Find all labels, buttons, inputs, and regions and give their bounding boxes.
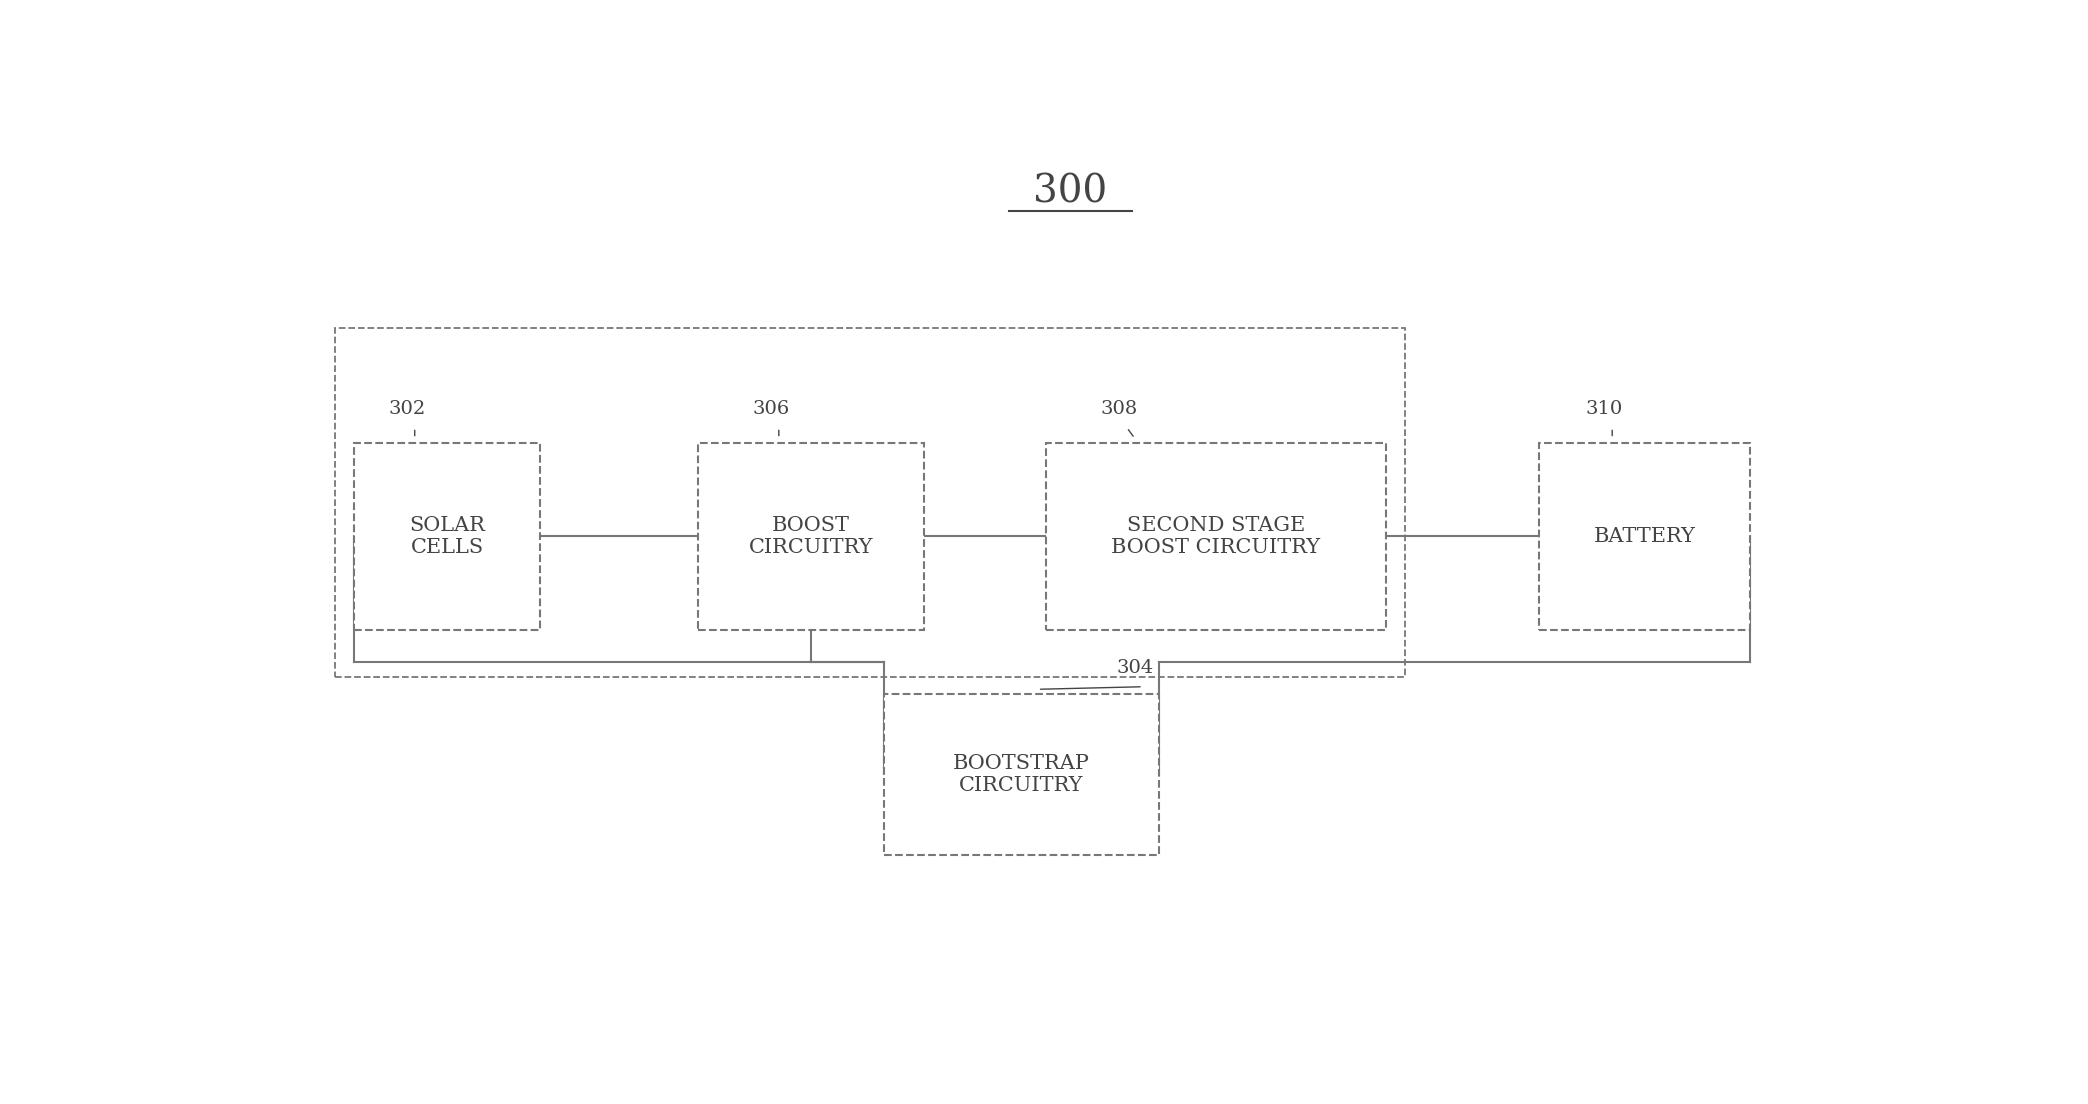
Text: 306: 306 <box>752 400 789 417</box>
Text: BATTERY: BATTERY <box>1593 527 1695 545</box>
Text: 300: 300 <box>1034 173 1107 211</box>
Text: SOLAR
CELLS: SOLAR CELLS <box>409 516 484 556</box>
Text: 304: 304 <box>1117 659 1153 677</box>
Text: SECOND STAGE
BOOST CIRCUITRY: SECOND STAGE BOOST CIRCUITRY <box>1111 516 1320 556</box>
Text: 310: 310 <box>1585 400 1622 417</box>
FancyBboxPatch shape <box>1046 443 1386 629</box>
FancyBboxPatch shape <box>883 693 1159 854</box>
Text: BOOTSTRAP
CIRCUITRY: BOOTSTRAP CIRCUITRY <box>952 754 1090 795</box>
Text: 308: 308 <box>1100 400 1138 417</box>
FancyBboxPatch shape <box>697 443 925 629</box>
FancyBboxPatch shape <box>1539 443 1750 629</box>
FancyBboxPatch shape <box>355 443 541 629</box>
Text: BOOST
CIRCUITRY: BOOST CIRCUITRY <box>750 516 873 556</box>
Text: 302: 302 <box>388 400 426 417</box>
